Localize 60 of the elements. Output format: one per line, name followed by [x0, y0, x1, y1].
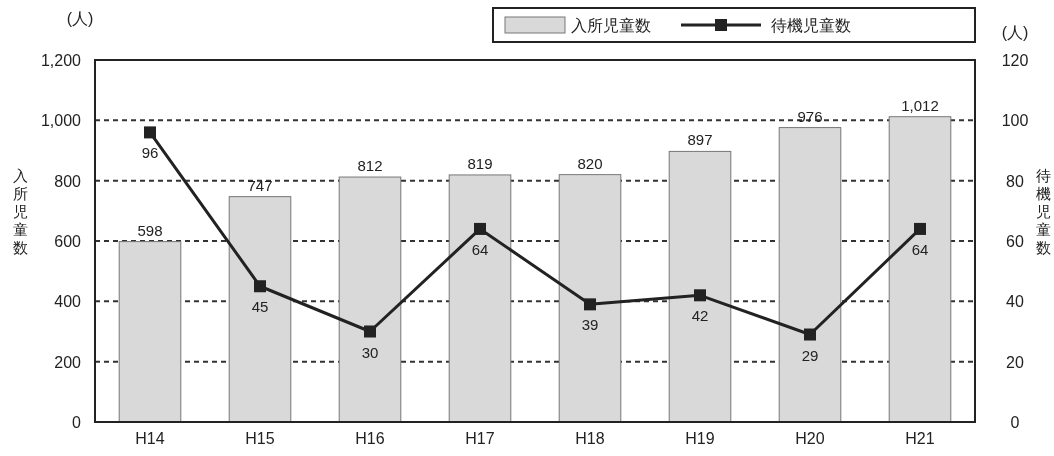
x-tick-label: H18	[575, 430, 605, 447]
bar	[558, 174, 622, 423]
bar	[228, 196, 292, 423]
bar	[448, 174, 512, 423]
x-tick-label: H14	[135, 430, 165, 447]
y-tick-label: 800	[54, 172, 82, 190]
y2-tick-label: 0	[1010, 414, 1020, 431]
data-label: 96	[141, 144, 159, 162]
bar	[668, 150, 732, 423]
data-label: 29	[801, 346, 819, 364]
point	[144, 126, 156, 139]
y2-tick-label: 100	[1001, 112, 1029, 130]
data-label: 820	[577, 154, 603, 172]
point	[474, 222, 486, 235]
data-label: 819	[467, 154, 493, 172]
data-label: 30	[361, 343, 379, 361]
y2-axis-title: 待機児童数	[1035, 167, 1051, 256]
data-label: 45	[251, 298, 269, 316]
text: (人)	[1001, 24, 1029, 41]
point	[584, 298, 596, 311]
data-label: 42	[691, 307, 709, 325]
data-label: 747	[247, 176, 273, 194]
y-tick-label: 1,000	[40, 112, 82, 130]
data-label: 1,012	[901, 96, 939, 114]
y-tick-label: 200	[54, 353, 82, 371]
x-tick-label: H20	[795, 430, 825, 447]
data-label: 64	[471, 240, 489, 258]
legend-label: 入所児童数	[571, 17, 651, 34]
point	[254, 280, 266, 293]
data-label: 812	[357, 157, 383, 175]
bar	[888, 116, 952, 423]
y2-tick-label: 20	[1006, 353, 1024, 371]
data-label: 897	[687, 131, 713, 149]
y-tick-label: 1,200	[40, 52, 82, 69]
data-label: 976	[797, 107, 823, 125]
data-label: 64	[911, 240, 929, 258]
bar	[778, 127, 842, 423]
x-tick-label: H21	[905, 430, 935, 447]
text: (人)	[66, 10, 94, 27]
legend-label: 待機児童数	[771, 17, 851, 34]
bar	[338, 176, 402, 423]
y2-tick-label: 40	[1006, 293, 1024, 311]
y2-tick-label: 80	[1006, 172, 1024, 190]
point	[694, 289, 706, 302]
x-tick-label: H15	[245, 430, 275, 447]
point	[804, 328, 816, 341]
x-tick-label: H16	[355, 430, 385, 447]
y-tick-label: 600	[54, 233, 82, 250]
data-label: 39	[581, 316, 599, 334]
x-tick-label: H19	[685, 430, 715, 447]
y-axis-title: 入所児童数	[12, 167, 28, 256]
point	[914, 222, 926, 235]
y-tick-label: 400	[54, 293, 82, 311]
point	[364, 325, 376, 338]
bar	[118, 241, 182, 423]
data-label: 598	[137, 221, 163, 239]
y2-tick-label: 60	[1006, 233, 1024, 250]
x-tick-label: H17	[465, 430, 495, 447]
y-tick-label: 0	[72, 414, 82, 431]
y2-tick-label: 120	[1001, 52, 1029, 69]
